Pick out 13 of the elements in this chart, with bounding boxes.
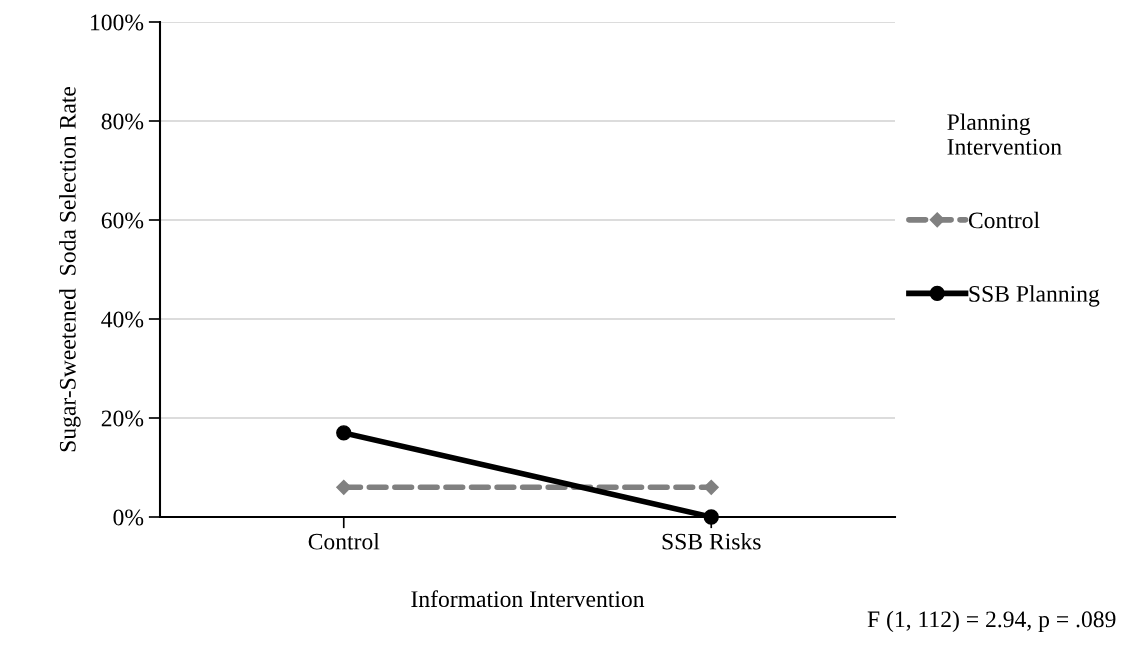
legend-title: Planning Intervention (947, 113, 1062, 155)
y-axis-title: Sugar-Sweetened Soda Selection Rate (59, 86, 81, 452)
x-tick-label: SSB Risks (662, 532, 761, 550)
y-tick-label: 0% (113, 509, 144, 526)
y-tick-label: 60% (101, 212, 144, 229)
y-tick-label: 80% (101, 113, 144, 130)
y-tick-label: 40% (101, 311, 144, 328)
legend-label: SSB Planning (969, 285, 1100, 307)
y-tick-label: 100% (91, 14, 144, 31)
legend-label: Control (968, 211, 1040, 229)
text: F (1, 112) = 2.94, p = .089 (867, 610, 1116, 633)
x-axis-title: Information Intervention (411, 590, 645, 608)
y-tick-label: 20% (101, 410, 144, 427)
